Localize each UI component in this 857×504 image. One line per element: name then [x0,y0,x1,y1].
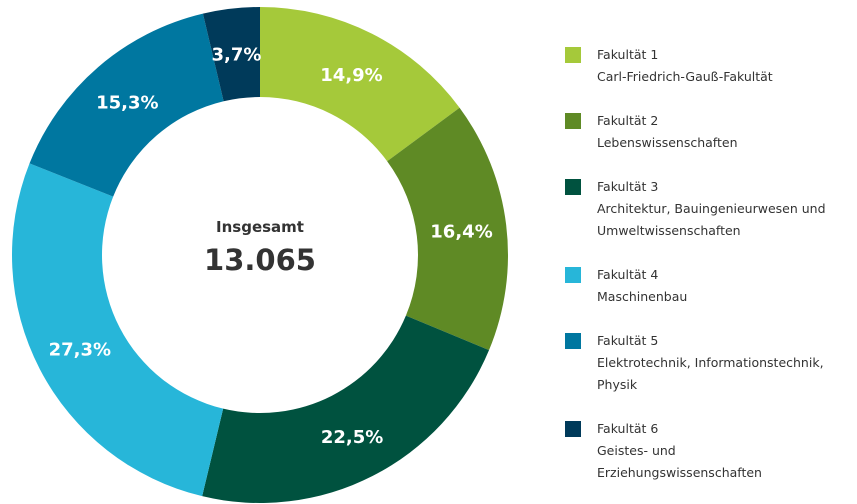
data-label: 22,5% [321,427,383,448]
legend-item: Fakultät 1 Carl-Friedrich-Gauß-Fakultät [565,44,850,88]
legend-label: Fakultät 5 [597,333,659,348]
legend-swatch [565,267,581,283]
data-label: 16,4% [430,222,492,243]
center-value: 13.065 [204,243,316,277]
legend-description: Geistes- und Erziehungswissenschaften [597,443,762,480]
legend-description: Maschinenbau [597,289,688,304]
legend-item: Fakultät 6 Geistes- und Erziehungswissens… [565,418,850,484]
legend-item: Fakultät 5 Elektrotechnik, Informationste… [565,330,850,396]
donut-segment [11,163,224,497]
legend-swatch [565,421,581,437]
legend-label: Fakultät 1 [597,47,659,62]
legend-description: Elektrotechnik, Informationstechnik, Phy… [597,355,824,392]
legend-item: Fakultät 3 Architektur, Bauingenieurwesen… [565,176,850,242]
legend-label: Fakultät 3 [597,179,659,194]
donut-segment [29,13,224,197]
data-label: 27,3% [49,339,111,360]
donut-segment [202,6,260,102]
legend-description: Carl-Friedrich-Gauß-Fakultät [597,69,773,84]
legend-item: Fakultät 4 Maschinenbau [565,264,850,308]
donut-segment [202,315,490,503]
legend: Fakultät 1 Carl-Friedrich-Gauß-Fakultät Fa… [565,44,850,484]
donut-segment [387,107,508,351]
legend-swatch [565,47,581,63]
chart: 14,9% 16,4% 22,5% 27,3% 15,3% 3,7% Insgesamt 13… [11,6,508,503]
data-label: 3,7% [212,44,262,65]
data-label: 14,9% [320,65,382,86]
legend-swatch [565,179,581,195]
legend-swatch [565,113,581,129]
legend-label: Fakultät 2 [597,113,659,128]
center-title: Insgesamt [216,218,304,236]
legend-description: Architektur, Bauingenieurwesen und Umwel… [597,201,826,238]
legend-item: Fakultät 2 Lebenswissenschaften [565,110,850,154]
legend-label: Fakultät 4 [597,267,659,282]
legend-description: Lebenswissenschaften [597,135,738,150]
legend-label: Fakultät 6 [597,421,659,436]
legend-swatch [565,333,581,349]
data-label: 15,3% [96,92,158,113]
donut-segment [260,7,460,162]
